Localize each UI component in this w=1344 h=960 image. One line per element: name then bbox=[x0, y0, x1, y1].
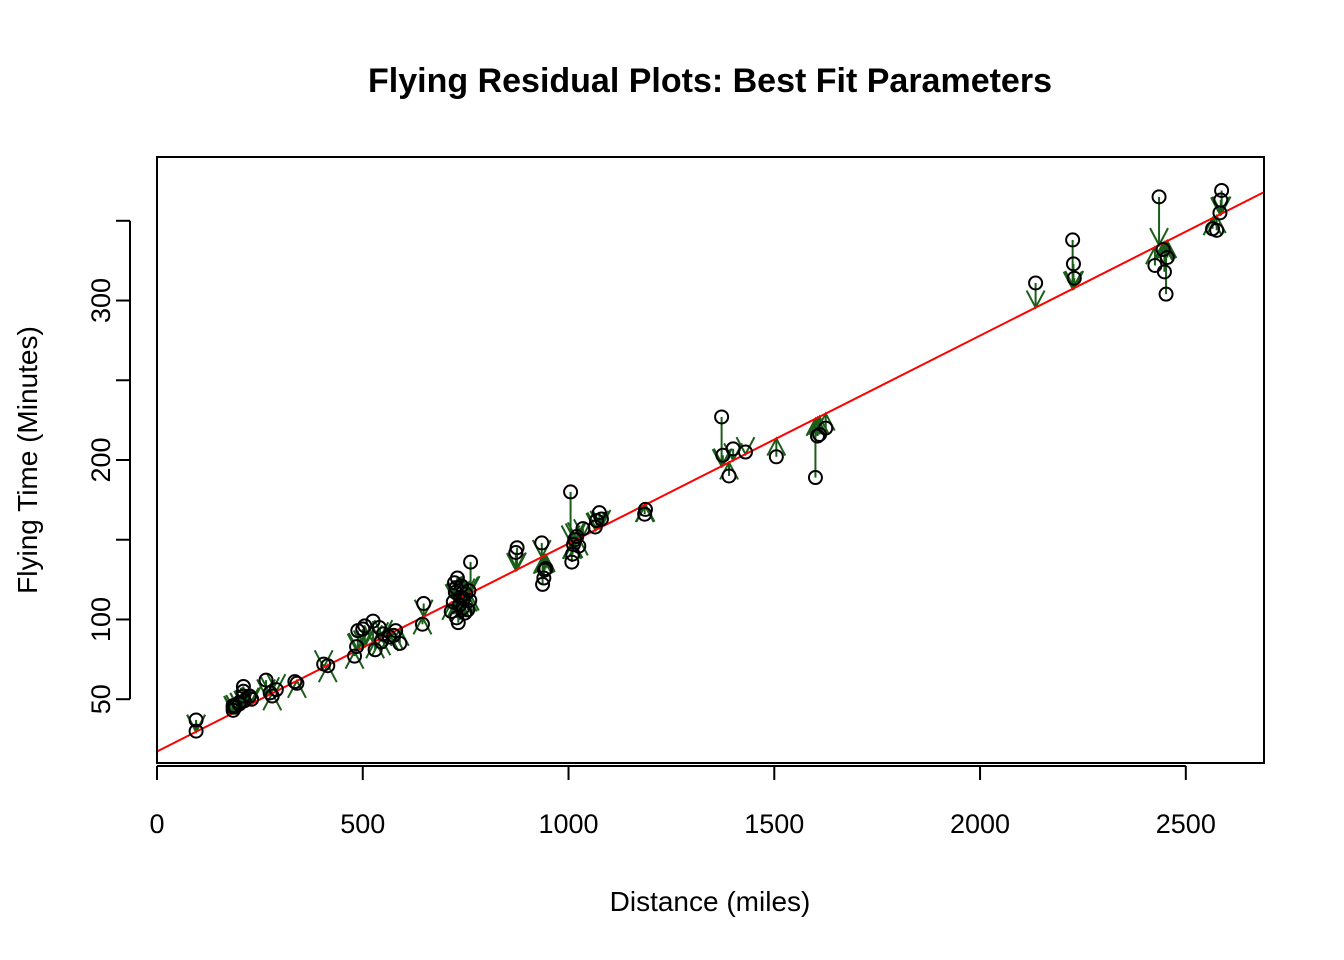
data-point bbox=[188, 712, 204, 728]
data-point bbox=[809, 428, 825, 444]
x-axis-label: Distance (miles) bbox=[610, 886, 811, 917]
data-point bbox=[534, 535, 550, 551]
data-point bbox=[392, 635, 408, 651]
data-point bbox=[355, 621, 371, 637]
data-point bbox=[1151, 189, 1167, 205]
chart-title: Flying Residual Plots: Best Fit Paramete… bbox=[368, 62, 1052, 100]
y-axis-label: Flying Time (Minutes) bbox=[12, 326, 43, 594]
data-point bbox=[637, 501, 653, 517]
data-point bbox=[244, 691, 260, 707]
data-point bbox=[347, 648, 363, 664]
x-tick-label: 2500 bbox=[1156, 809, 1216, 839]
data-point bbox=[1213, 192, 1229, 208]
data-point bbox=[460, 602, 476, 618]
data-point bbox=[462, 592, 478, 608]
y-tick-label: 100 bbox=[86, 597, 116, 642]
data-point bbox=[1065, 232, 1081, 248]
y-axis: 50 100 200 300 bbox=[86, 219, 131, 714]
data-point bbox=[714, 409, 730, 425]
data-point bbox=[188, 723, 204, 739]
data-point bbox=[1066, 270, 1082, 286]
y-tick-label: 200 bbox=[86, 437, 116, 482]
data-point bbox=[818, 420, 834, 436]
data-point bbox=[287, 674, 303, 690]
data-point bbox=[509, 540, 525, 556]
data-point bbox=[320, 658, 336, 674]
y-tick-label: 50 bbox=[86, 684, 116, 714]
plot-frame bbox=[156, 156, 1265, 764]
data-point bbox=[1156, 264, 1172, 280]
data-point bbox=[1159, 249, 1175, 265]
data-point bbox=[416, 596, 432, 612]
y-tick-label: 300 bbox=[86, 278, 116, 323]
data-point bbox=[289, 675, 305, 691]
data-point bbox=[449, 570, 465, 586]
data-point bbox=[538, 560, 554, 576]
fit-line bbox=[156, 191, 1265, 753]
x-tick-label: 2000 bbox=[950, 809, 1010, 839]
x-tick-label: 500 bbox=[340, 809, 385, 839]
x-tick-label: 1500 bbox=[744, 809, 804, 839]
data-point bbox=[268, 682, 284, 698]
data-point bbox=[721, 468, 737, 484]
data-point bbox=[563, 484, 579, 500]
data-point bbox=[737, 444, 753, 460]
data-point bbox=[535, 576, 551, 592]
data-point bbox=[537, 562, 553, 578]
data-point bbox=[349, 639, 365, 655]
data-point bbox=[536, 570, 552, 586]
data-point bbox=[457, 605, 473, 621]
data-point bbox=[593, 511, 609, 527]
data-point bbox=[1155, 241, 1171, 257]
data-point bbox=[571, 538, 587, 554]
data-point bbox=[591, 505, 607, 521]
data-point bbox=[1028, 275, 1044, 291]
data-points bbox=[188, 182, 1230, 739]
data-point bbox=[807, 470, 823, 486]
x-tick-label: 1000 bbox=[538, 809, 598, 839]
x-axis: 0 500 1000 1500 2000 2500 bbox=[149, 765, 1216, 839]
x-tick-label: 0 bbox=[149, 809, 164, 839]
data-point bbox=[564, 554, 580, 570]
data-point bbox=[1209, 222, 1225, 238]
data-point bbox=[461, 583, 477, 599]
data-point bbox=[373, 634, 389, 650]
data-point bbox=[1214, 182, 1230, 198]
data-point bbox=[768, 449, 784, 465]
data-point bbox=[463, 554, 479, 570]
data-point bbox=[357, 618, 373, 634]
data-point bbox=[1158, 286, 1174, 302]
data-point bbox=[1065, 256, 1081, 272]
data-point bbox=[242, 688, 258, 704]
data-point bbox=[414, 616, 430, 632]
